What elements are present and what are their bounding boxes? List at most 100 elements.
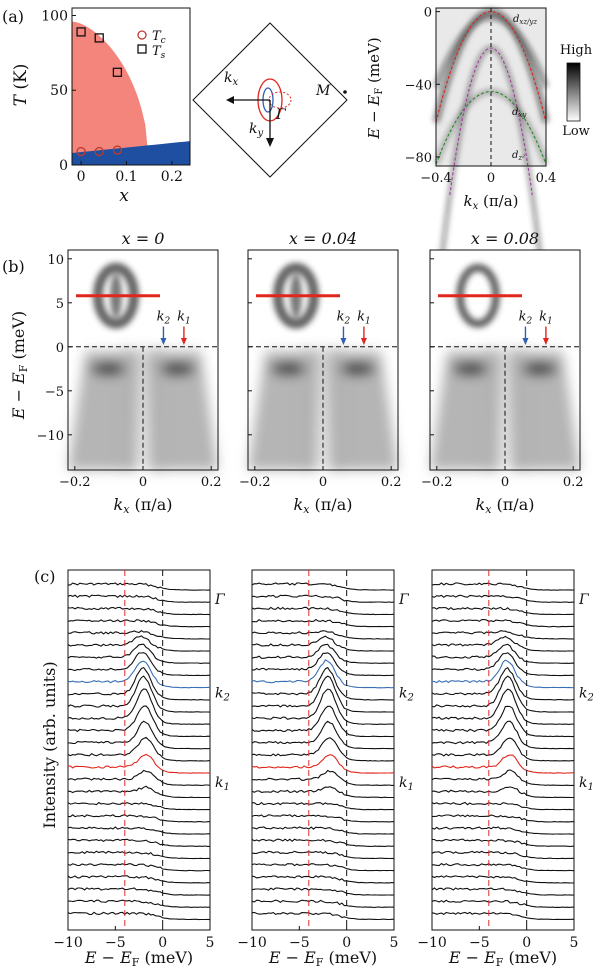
edc-curve	[251, 652, 394, 677]
edc-curve	[67, 785, 211, 799]
edc-panel: Γk2 k1 −10 −5 0 5 E − EF (meV)	[237, 569, 414, 969]
phase-xlabel: x	[119, 186, 129, 206]
edc-curve-k1	[67, 753, 211, 774]
tc-point	[112, 145, 123, 155]
y-tick-label: −80	[405, 151, 432, 166]
edc-curve	[431, 862, 575, 872]
arpes-ylabel: E − EF (meV)	[9, 311, 30, 420]
edc-curve	[251, 630, 395, 640]
edc-xlabel: E − EF (meV)	[268, 948, 377, 969]
edc-curve	[67, 769, 211, 786]
edc-curve	[251, 850, 395, 860]
phase-points	[76, 27, 123, 157]
edc-curve	[67, 652, 210, 677]
panel-label-b: (b)	[2, 257, 25, 276]
bz-boundary	[192, 22, 348, 178]
overview-ylabel: E − EF (meV)	[365, 37, 385, 139]
x-tick-label: −10	[237, 935, 267, 951]
edc-curve	[251, 887, 395, 896]
x-tick-label: 0	[501, 475, 509, 490]
edc-curve-k2	[251, 659, 395, 689]
edc-panel: Γk2 k1 −10 −5 0 5 E − EF (meV)	[53, 569, 230, 969]
k1-label: k1	[579, 775, 594, 793]
edc-curve	[67, 863, 211, 872]
k2-label: k2	[215, 686, 230, 704]
edc-curve	[251, 675, 395, 713]
y-tick-label: 50	[50, 83, 68, 99]
edc-curve	[431, 675, 575, 713]
dxy-guide	[435, 90, 547, 165]
colorbar	[566, 62, 581, 122]
edc-curve	[251, 594, 395, 603]
arpes-panel-title: x = 0	[122, 229, 165, 248]
edc-curve	[432, 630, 575, 640]
edc-curve	[431, 618, 574, 628]
edc-panel-frame	[251, 569, 395, 931]
k2-label: k2	[579, 686, 594, 704]
edc-curve	[431, 666, 575, 701]
arpes-xlabel: kx (π/a)	[476, 495, 535, 516]
edc-curve	[67, 630, 211, 640]
edc-curve	[431, 720, 574, 750]
edc-curve	[67, 606, 211, 616]
arpes-panel-title: x = 0.08	[471, 229, 539, 248]
m-label: M	[315, 83, 331, 99]
edc-curve	[431, 635, 575, 652]
edc-curve	[251, 911, 395, 921]
x-tick-label: 0.2	[161, 169, 183, 185]
edc-curve	[251, 769, 394, 786]
phase-yticks: 0 50 100	[41, 8, 76, 174]
edc-curve	[67, 736, 211, 762]
edc-curve	[251, 688, 395, 725]
edc-curve	[431, 814, 575, 823]
edc-curve	[251, 666, 395, 701]
edc-curve	[431, 643, 575, 664]
superconducting-region	[72, 141, 190, 165]
edc-panels: Γk2 k1 −10 −5 0 5 E − EF (meV) Γk2 k1 −10 −5 0 5 E − …	[53, 569, 594, 969]
overview-xlabel: kx (π/a)	[463, 192, 518, 212]
panel-label-a: (a)	[2, 7, 24, 26]
edc-curve	[431, 652, 575, 677]
edc-curve	[432, 838, 575, 847]
x-tick-label: −5	[469, 935, 490, 951]
gamma-label: Γ	[275, 107, 287, 123]
y-tick-label: 100	[41, 8, 68, 24]
gamma-label: Γ	[578, 592, 590, 608]
y-tick-label: 0	[424, 6, 432, 21]
x-tick-label: −0.2	[59, 475, 91, 490]
edc-curve	[431, 769, 574, 786]
colorbar-low-label: Low	[562, 124, 590, 139]
edc-curve	[67, 911, 211, 921]
x-tick-label: 5	[390, 935, 399, 951]
edc-curve	[431, 875, 575, 884]
x-tick-label: 0	[319, 475, 327, 490]
y-tick-label: −5	[45, 385, 64, 400]
edc-curve	[67, 838, 210, 847]
edc-curve	[251, 635, 395, 652]
edc-curve	[67, 875, 211, 884]
ts-point	[76, 27, 86, 37]
x-tick-label: −0.2	[239, 475, 271, 490]
ky-label: ky	[249, 121, 263, 139]
x-tick-label: 0.1	[115, 169, 137, 185]
edc-ylabel: Intensity (arb. units)	[40, 661, 59, 828]
edc-curve	[251, 786, 394, 799]
arpes-panel-title: x = 0.04	[289, 229, 357, 248]
ts-point	[112, 67, 123, 77]
x-tick-label: 0	[522, 935, 531, 951]
x-tick-label: −10	[53, 935, 83, 951]
y-tick-label: −10	[37, 429, 64, 444]
colorbar-high-label: High	[560, 43, 593, 58]
gamma-label: Γ	[214, 592, 226, 608]
edc-curve	[67, 850, 211, 860]
x-tick-label: 0	[158, 935, 167, 951]
edc-curve	[67, 826, 210, 835]
arpes-overview: −0.4 0 0.4 0−40−80 dxz/yz dxy dz² kx (π/a)…	[365, 6, 593, 310]
m-point	[343, 90, 347, 94]
edc-curve	[431, 850, 575, 860]
phase-ylabel: T (K)	[11, 64, 31, 107]
edc-curve	[67, 688, 211, 725]
tc-point	[94, 146, 104, 157]
edc-curve	[67, 635, 211, 652]
